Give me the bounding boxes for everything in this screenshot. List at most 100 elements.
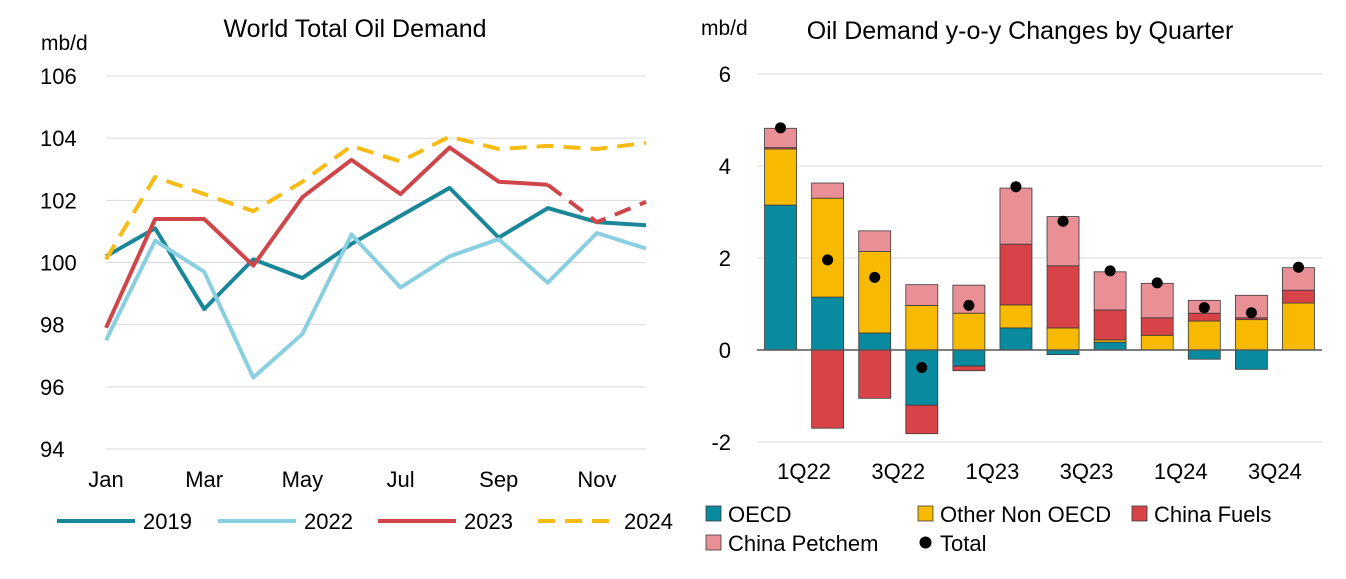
x-tick-label: Mar (185, 467, 223, 492)
legend-swatch-oecd (705, 505, 722, 522)
x-tick-label: Nov (577, 467, 616, 492)
bar-3Q22-china-petchem (858, 230, 892, 252)
series-line-2023-dashed (546, 183, 647, 225)
bar-chart-legend: OECD Other Non OECD China Fuels China Petch… (705, 502, 1271, 556)
bar-4Q23-china-fuels (1093, 309, 1127, 341)
line-chart-title: World Total Oil Demand (223, 15, 486, 43)
x-tick-label: May (282, 467, 324, 492)
line-chart-demand: World Total Oil Demand mb/d 94 96 98 100 102… (40, 15, 673, 534)
total-marker-1Q23 (963, 299, 975, 311)
bar-4Q22-oecd (905, 349, 939, 406)
bar-2Q23-china-petchem (999, 187, 1033, 245)
bar-3Q22-china-fuels (858, 349, 892, 399)
total-marker-4Q23 (1104, 265, 1116, 277)
x-tick-label: Jul (386, 467, 414, 492)
line-chart-legend: 2019 2022 2023 2024 (57, 509, 673, 534)
x-tick-label: 3Q23 (1060, 459, 1114, 484)
total-marker-1Q24 (1151, 277, 1163, 289)
bar-2Q22-oecd (811, 296, 845, 351)
line-chart-y-axis-label: mb/d (41, 32, 88, 55)
x-tick-label: 3Q24 (1248, 459, 1302, 484)
bar-chart-x-tick-labels: 1Q22 3Q22 1Q23 3Q23 1Q24 3Q24 (777, 459, 1302, 484)
legend-swatch-other-non-oecd (917, 505, 934, 522)
bar-chart-y-tick-labels: -2 0 2 4 6 (711, 62, 731, 455)
bar-2Q24-other-non-oecd (1187, 320, 1221, 351)
y-tick-label: 6 (719, 62, 731, 87)
bar-3Q23-china-fuels (1046, 265, 1080, 329)
y-tick-label: 2 (719, 246, 731, 271)
bar-4Q24-china-fuels (1282, 289, 1315, 304)
y-tick-label: 96 (40, 375, 64, 400)
legend-swatch-china-fuels (1131, 505, 1148, 522)
x-tick-label: Sep (479, 467, 518, 492)
bar-2Q22-other-non-oecd (811, 197, 845, 298)
bar-1Q24-china-petchem (1140, 282, 1174, 319)
bar-2Q23-oecd (999, 327, 1033, 351)
bar-chart-total-markers (775, 122, 1304, 373)
legend-label-2022: 2022 (304, 509, 353, 534)
total-marker-4Q24 (1292, 261, 1304, 273)
bar-chart-bars (764, 127, 1315, 435)
series-line-2024-dashed (104, 134, 647, 261)
bar-2Q23-china-fuels (999, 243, 1033, 306)
line-chart-y-tick-labels: 94 96 98 100 102 104 106 (40, 64, 77, 462)
bar-4Q22-china-petchem (905, 284, 939, 306)
legend-swatch-china-petchem (705, 534, 722, 551)
total-marker-2Q22 (822, 254, 834, 266)
bar-1Q23-china-fuels (952, 365, 986, 372)
line-chart-x-tick-labels: Jan Mar May Jul Sep Nov (88, 467, 616, 492)
bar-2Q22-china-fuels (811, 349, 845, 429)
bar-2Q23-other-non-oecd (999, 304, 1033, 329)
bar-4Q22-china-fuels (905, 404, 939, 435)
bar-4Q24-other-non-oecd (1282, 302, 1315, 351)
y-tick-label: 98 (40, 313, 64, 338)
y-tick-label: 104 (40, 126, 77, 151)
legend-label-oecd: OECD (728, 502, 792, 527)
legend-swatch-total (919, 536, 932, 549)
y-tick-label: 100 (40, 251, 77, 276)
x-tick-label: Jan (88, 467, 123, 492)
bar-2Q24-china-fuels (1187, 312, 1221, 322)
legend-label-other-non-oecd: Other Non OECD (940, 502, 1111, 527)
x-tick-label: 3Q22 (871, 459, 925, 484)
bar-4Q22-other-non-oecd (905, 304, 939, 351)
legend-label-china-fuels: China Fuels (1154, 502, 1271, 527)
y-tick-label: 4 (719, 154, 731, 179)
bar-3Q24-oecd (1234, 349, 1268, 370)
x-tick-label: 1Q24 (1154, 459, 1208, 484)
y-tick-label: 94 (40, 437, 64, 462)
bar-4Q23-oecd (1093, 341, 1127, 351)
total-marker-3Q24 (1245, 307, 1257, 319)
line-chart-series-lines (104, 134, 647, 380)
total-marker-4Q22 (916, 361, 928, 373)
bar-2Q22-china-petchem (811, 182, 845, 199)
total-marker-3Q22 (869, 271, 881, 283)
x-tick-label: 1Q23 (966, 459, 1020, 484)
legend-label-2024: 2024 (624, 509, 673, 534)
bar-chart-title: Oil Demand y-o-y Changes by Quarter (807, 17, 1234, 45)
series-line-2019 (105, 185, 647, 312)
y-tick-label: 102 (40, 188, 77, 213)
legend-label-2019: 2019 (143, 509, 192, 534)
bar-3Q24-other-non-oecd (1234, 319, 1268, 351)
total-marker-1Q22 (775, 122, 787, 134)
y-tick-label: 0 (719, 338, 731, 363)
bar-1Q23-oecd (952, 349, 986, 367)
total-marker-2Q23 (1010, 181, 1022, 193)
bar-3Q22-other-non-oecd (858, 251, 892, 334)
series-line-2022 (104, 231, 647, 380)
bar-1Q22-other-non-oecd (764, 148, 797, 206)
bar-3Q23-other-non-oecd (1046, 327, 1080, 351)
series-line-2023 (104, 145, 548, 329)
legend-label-china-petchem: China Petchem (728, 531, 878, 556)
bar-chart-yoy-changes: Oil Demand y-o-y Changes by Quarter mb/d… (701, 17, 1322, 556)
bar-3Q22-oecd (858, 332, 892, 351)
legend-label-total: Total (940, 531, 986, 556)
bar-1Q22-oecd (764, 204, 797, 351)
line-chart-gridlines (106, 75, 646, 450)
legend-label-2023: 2023 (464, 509, 513, 534)
bar-4Q23-china-petchem (1093, 271, 1127, 311)
total-marker-2Q24 (1198, 302, 1210, 314)
